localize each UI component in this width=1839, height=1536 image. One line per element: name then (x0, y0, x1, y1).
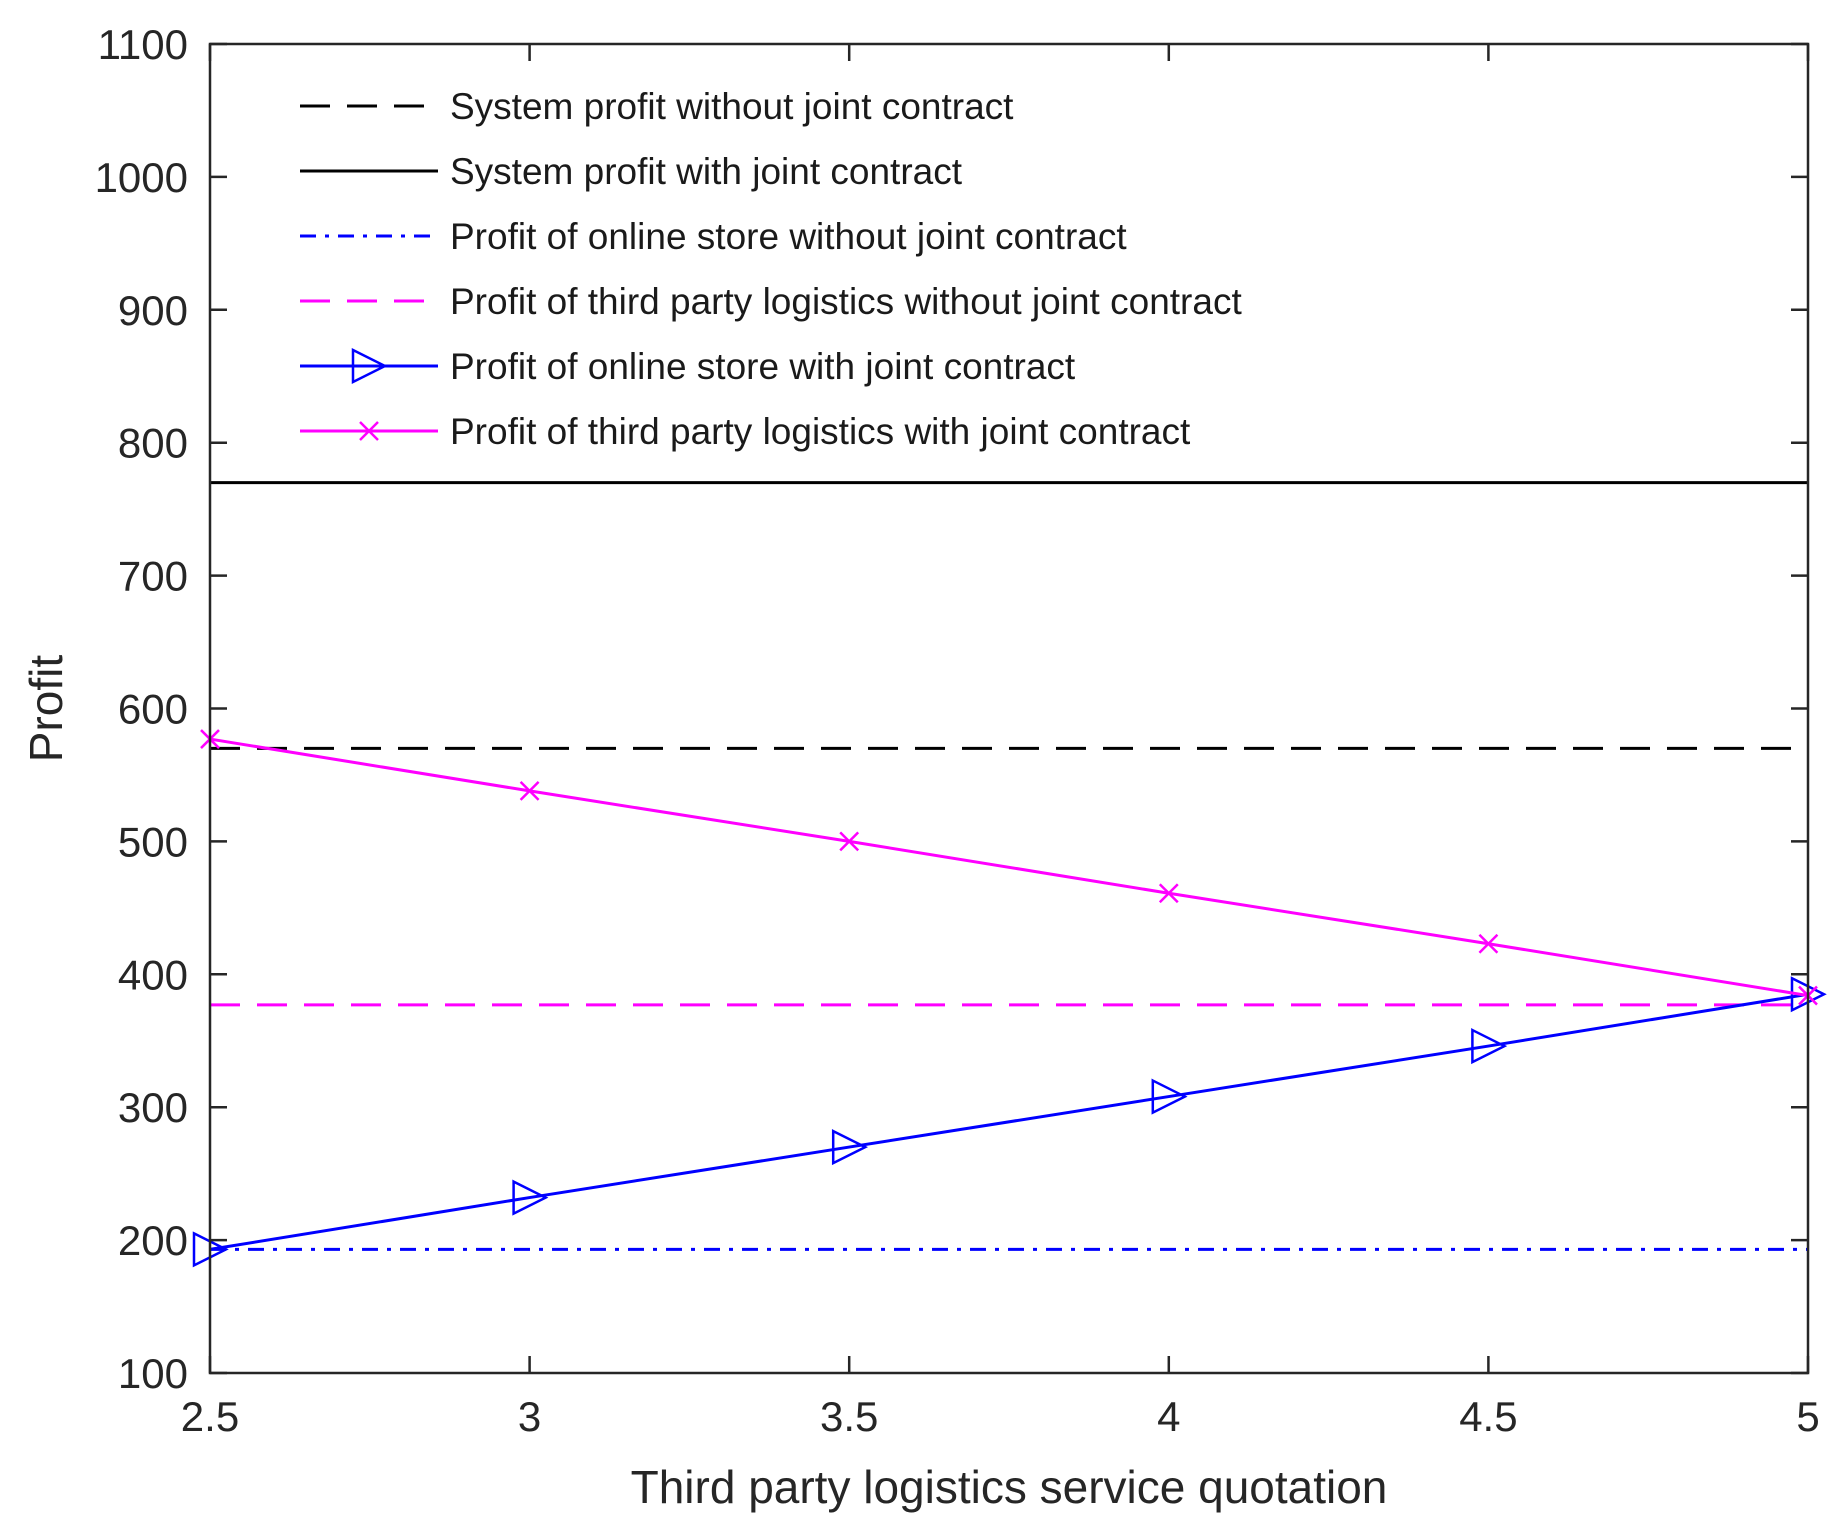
data-point-5-5 (1471, 1028, 1508, 1065)
data-point-5-2 (512, 1179, 549, 1216)
marker-stroke (1158, 883, 1179, 904)
y-tick-label: 900 (118, 287, 188, 334)
y-tick-label: 800 (118, 420, 188, 467)
legend-label-4: Profit of third party logistics without … (450, 281, 1242, 322)
data-point-5-4 (1151, 1078, 1188, 1115)
marker-stroke (519, 781, 540, 801)
y-tick-label: 1000 (95, 154, 188, 201)
x-tick-label: 2.5 (181, 1393, 239, 1440)
y-tick-label: 1100 (98, 21, 188, 68)
data-point-5-3 (831, 1129, 868, 1166)
x-tick-label: 4 (1157, 1393, 1180, 1440)
y-tick-label: 500 (118, 818, 188, 865)
x-tick-label: 5 (1796, 1393, 1819, 1440)
x-tick-label: 4.5 (1459, 1393, 1517, 1440)
marker-stroke (839, 831, 860, 852)
data-point-6-2 (519, 781, 540, 801)
legend-label-3: Profit of online store without joint con… (450, 216, 1127, 257)
y-axis-title: Profit (20, 655, 72, 763)
series-line-6 (209, 737, 1809, 998)
x-tick-label: 3.5 (820, 1393, 878, 1440)
series-line-5 (209, 992, 1809, 1251)
y-tick-label: 400 (118, 951, 188, 998)
series-layer (192, 481, 1827, 1268)
legend-label-6: Profit of third party logistics with joi… (450, 411, 1191, 452)
legend-marker-5 (351, 347, 388, 385)
y-tick-label: 600 (118, 686, 188, 733)
legend-marker-6 (359, 421, 379, 441)
x-tick-label: 3 (518, 1393, 541, 1440)
legend: System profit without joint contract Syst… (300, 86, 1242, 452)
marker-stroke (359, 421, 379, 441)
legend-label-5: Profit of online store with joint contra… (450, 346, 1076, 387)
ticks-layer: 2.5 3 3.5 4 4.5 5 100 200 300 400 500 600 700 800 900 1… (95, 21, 1820, 1440)
y-tick-label: 100 (118, 1350, 188, 1397)
legend-label-2: System profit with joint contract (450, 151, 963, 192)
legend-label-1: System profit without joint contract (450, 86, 1014, 127)
y-tick-label: 300 (118, 1084, 188, 1131)
marker-stroke (1478, 933, 1499, 954)
data-point-6-5 (1478, 933, 1499, 954)
y-tick-label: 200 (118, 1217, 188, 1264)
y-tick-label: 700 (118, 553, 188, 600)
data-point-6-4 (1158, 883, 1179, 904)
x-axis-title: Third party logistics service quotation (631, 1461, 1388, 1513)
data-point-6-3 (839, 831, 860, 852)
